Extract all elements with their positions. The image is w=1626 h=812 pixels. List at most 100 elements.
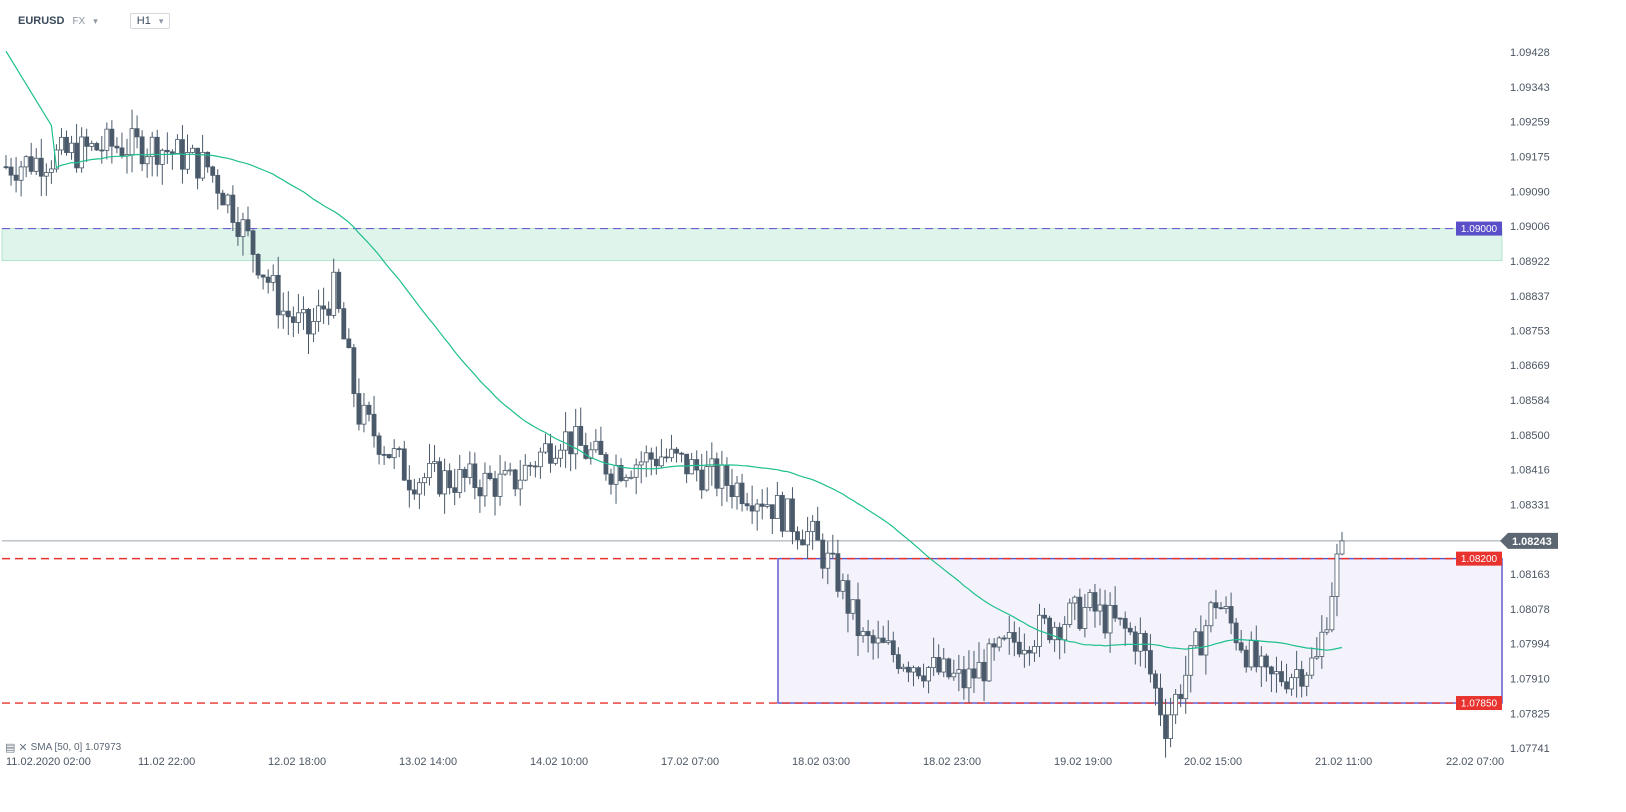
candle-body bbox=[593, 440, 599, 451]
range-top-tag-bg bbox=[1456, 551, 1502, 566]
candle-body bbox=[538, 451, 543, 468]
candle-body bbox=[885, 640, 891, 643]
candle-body bbox=[911, 667, 916, 673]
candle-body bbox=[1102, 604, 1108, 634]
candle-body bbox=[553, 457, 558, 464]
candle-body bbox=[674, 448, 679, 454]
zone-tag-bg bbox=[1456, 221, 1502, 236]
candle-body bbox=[442, 470, 448, 495]
candle-body bbox=[870, 635, 876, 644]
x-tick-label: 21.02 11:00 bbox=[1315, 756, 1372, 768]
candle-body bbox=[956, 669, 962, 674]
candle-body bbox=[296, 312, 301, 323]
candle-body bbox=[285, 310, 291, 318]
candle-body bbox=[1148, 650, 1153, 675]
candle-body bbox=[976, 661, 982, 679]
candle-body bbox=[457, 469, 463, 493]
close-icon[interactable]: ✕ bbox=[18, 742, 28, 754]
candle-body bbox=[840, 580, 846, 592]
candle-body bbox=[432, 461, 437, 464]
candle-body bbox=[931, 656, 937, 668]
candle-body bbox=[270, 274, 276, 283]
candle-body bbox=[1067, 602, 1073, 625]
candle-body bbox=[548, 443, 553, 464]
candle-body bbox=[477, 487, 483, 497]
candle-body bbox=[573, 425, 579, 455]
candle-body bbox=[890, 640, 896, 656]
candle-body bbox=[3, 166, 9, 169]
candle-body bbox=[1158, 687, 1163, 716]
candle-body bbox=[991, 643, 997, 648]
candle-body bbox=[154, 136, 160, 165]
candle-body bbox=[1052, 626, 1058, 641]
candle-body bbox=[1248, 640, 1254, 668]
y-tick-label: 1.09259 bbox=[1510, 117, 1550, 129]
candle-body bbox=[779, 495, 785, 532]
candle-body bbox=[190, 147, 195, 153]
candle-body bbox=[361, 404, 367, 425]
candle-body bbox=[830, 552, 836, 555]
candle-body bbox=[558, 449, 563, 459]
candle-body bbox=[33, 157, 39, 172]
candle-body bbox=[195, 147, 200, 179]
candle-body bbox=[250, 230, 256, 255]
x-tick-label: 12.02 18:00 bbox=[268, 756, 326, 768]
candle-body bbox=[805, 531, 810, 546]
candle-body bbox=[689, 459, 695, 475]
candle-body bbox=[225, 194, 231, 206]
candle-body bbox=[648, 452, 654, 460]
candle-body bbox=[64, 136, 69, 153]
candle-body bbox=[215, 174, 221, 194]
candle-body bbox=[658, 456, 664, 467]
candle-body bbox=[1001, 637, 1007, 640]
candle-body bbox=[1127, 627, 1133, 633]
y-tick-label: 1.08078 bbox=[1510, 604, 1550, 616]
candle-body bbox=[1047, 617, 1052, 641]
x-tick-label: 14.02 10:00 bbox=[530, 756, 588, 768]
candle-body bbox=[588, 449, 594, 459]
candle-body bbox=[38, 157, 44, 177]
candle-body bbox=[1304, 674, 1310, 687]
candle-body bbox=[1057, 626, 1063, 641]
y-tick-label: 1.08416 bbox=[1510, 465, 1550, 477]
candle-body bbox=[467, 463, 473, 478]
x-tick-label: 13.02 14:00 bbox=[399, 756, 457, 768]
candle-body bbox=[28, 156, 34, 172]
candle-body bbox=[759, 503, 765, 507]
candle-body bbox=[643, 452, 649, 463]
candle-body bbox=[23, 156, 29, 168]
candle-body bbox=[754, 503, 760, 512]
candle-body bbox=[341, 308, 347, 340]
indicator-settings-icon[interactable]: ▤ bbox=[5, 742, 16, 754]
last-price-tag bbox=[1500, 532, 1558, 549]
y-tick-label: 1.07910 bbox=[1510, 673, 1550, 685]
candle-body bbox=[1238, 642, 1244, 651]
candle-body bbox=[800, 539, 805, 546]
candle-body bbox=[900, 666, 906, 670]
candle-body bbox=[210, 166, 216, 176]
candle-body bbox=[235, 222, 241, 237]
candle-body bbox=[739, 482, 745, 505]
candle-body bbox=[568, 431, 574, 455]
timeframe-selector[interactable]: H1 ▾ bbox=[129, 13, 171, 29]
caret-down-icon[interactable]: ▾ bbox=[93, 15, 98, 26]
candle-body bbox=[99, 149, 105, 152]
candle-body bbox=[240, 219, 246, 237]
candle-body bbox=[895, 654, 901, 670]
candle-body bbox=[694, 459, 700, 471]
candle-body bbox=[936, 656, 942, 673]
candle-body bbox=[366, 404, 372, 415]
candle-body bbox=[815, 520, 821, 541]
candle-body bbox=[835, 553, 841, 592]
candle-body bbox=[175, 139, 180, 154]
x-tick-label: 19.02 19:00 bbox=[1054, 756, 1112, 768]
candle-body bbox=[497, 473, 503, 497]
candle-body bbox=[764, 504, 770, 507]
x-tick-label: 18.02 03:00 bbox=[792, 756, 850, 768]
candle-body bbox=[331, 271, 337, 316]
candle-body bbox=[1299, 669, 1305, 687]
symbol-label[interactable]: EURUSD bbox=[18, 15, 65, 27]
candle-body bbox=[1258, 655, 1264, 668]
